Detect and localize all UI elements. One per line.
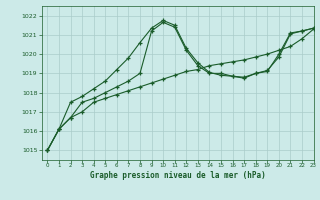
X-axis label: Graphe pression niveau de la mer (hPa): Graphe pression niveau de la mer (hPa) [90,171,266,180]
